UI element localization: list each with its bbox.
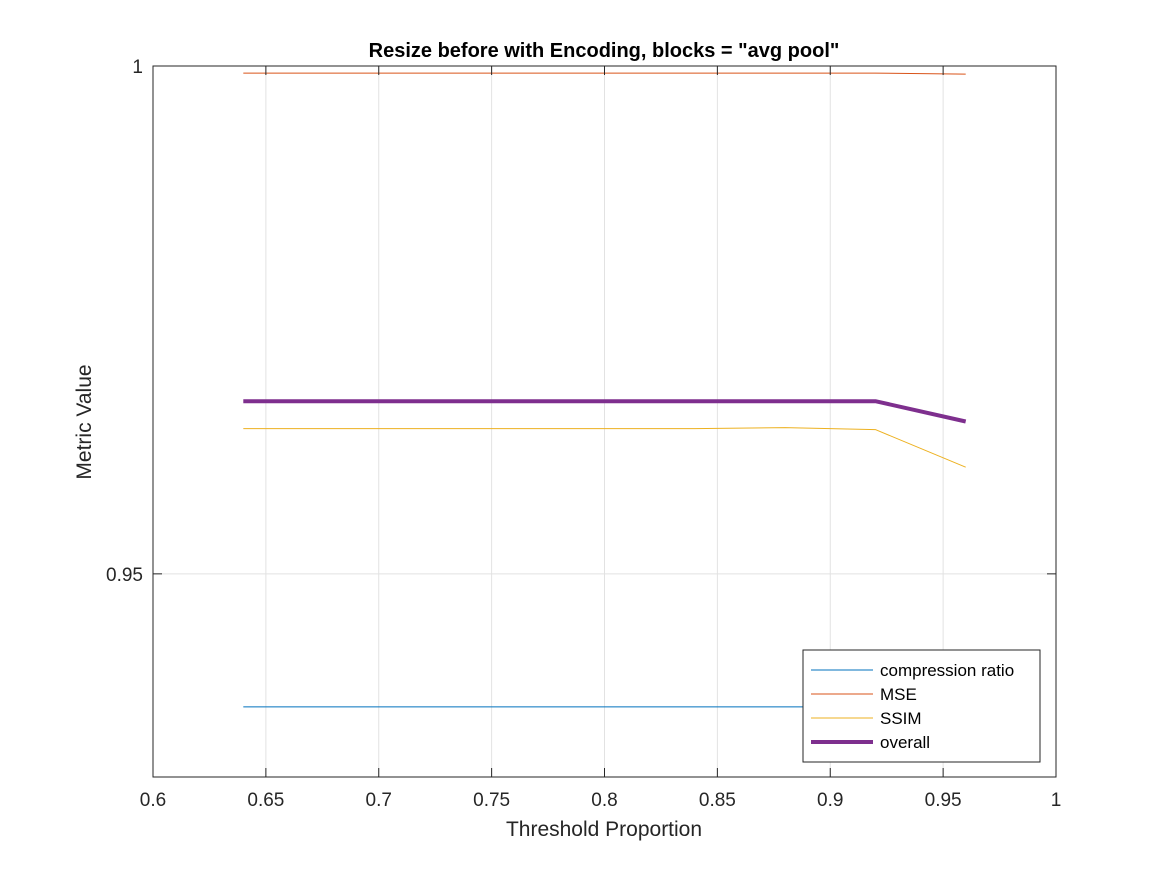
x-tick-label: 0.75 xyxy=(473,790,510,811)
legend-label-mse: MSE xyxy=(880,685,917,704)
series-line-ssim xyxy=(243,427,966,468)
legend-label-overall: overall xyxy=(880,733,930,752)
x-tick-label: 0.7 xyxy=(366,790,392,811)
x-tick-label: 0.9 xyxy=(817,790,843,811)
series-line-overall xyxy=(243,399,967,424)
x-tick-label: 0.6 xyxy=(140,790,166,811)
x-tick-label: 0.85 xyxy=(699,790,736,811)
x-tick-label: 0.95 xyxy=(925,790,962,811)
legend: compression ratio MSE SSIM overall xyxy=(802,649,1041,763)
legend-label-compression-ratio: compression ratio xyxy=(880,661,1014,680)
chart-title: Resize before with Encoding, blocks = "a… xyxy=(369,40,840,62)
x-tick-label: 1 xyxy=(1051,790,1062,811)
legend-label-ssim: SSIM xyxy=(880,709,922,728)
y-tick-label: 1 xyxy=(132,57,143,78)
x-tick-label: 0.65 xyxy=(247,790,284,811)
x-tick-label: 0.8 xyxy=(591,790,617,811)
y-tick-label: 0.95 xyxy=(106,565,143,586)
x-axis-label: Threshold Proportion xyxy=(506,818,702,841)
ticks: 0.6 0.65 0.7 0.75 0.8 0.85 0.9 0.95 1 0.95 1 xyxy=(106,57,1061,811)
y-axis-label: Metric Value xyxy=(73,364,96,479)
